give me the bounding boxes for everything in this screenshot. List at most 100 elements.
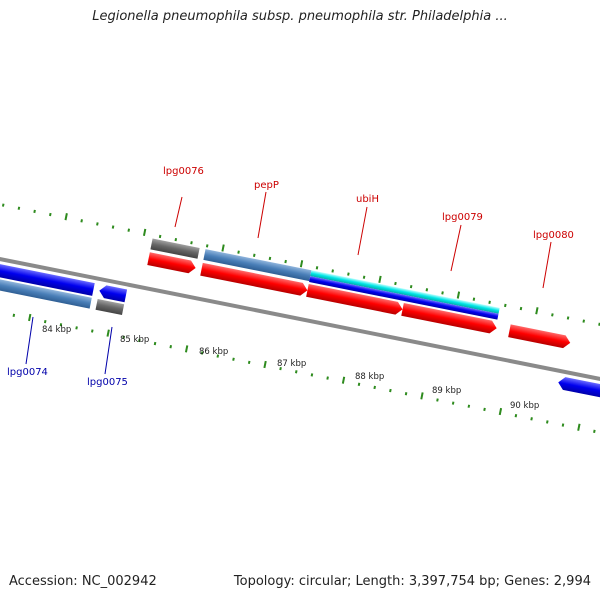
inner-tick-mark — [216, 354, 220, 358]
outer-tick-mark — [551, 313, 554, 317]
scale-label-85: 85 kbp — [120, 335, 149, 345]
inner-tick-mark — [310, 373, 314, 377]
outer-tick-mark — [284, 259, 287, 264]
outer-tick-mark — [205, 244, 209, 248]
outer-tick-mark — [535, 307, 539, 315]
inner-tick-mark — [404, 392, 408, 396]
inner-tick-mark — [59, 323, 63, 327]
leader-ubiH — [357, 206, 368, 256]
gene-lpg0074-inner-feature[interactable] — [0, 274, 92, 309]
outer-tick-mark — [472, 297, 476, 301]
gene-label-lpg0079[interactable]: lpg0079 — [442, 212, 483, 223]
genome-backbone — [0, 253, 600, 387]
inner-tick-mark — [436, 398, 439, 402]
outer-tick-mark — [315, 266, 319, 270]
outer-tick-mark — [425, 288, 429, 292]
inner-tick-mark — [389, 388, 392, 393]
gene-ubiH-blue-feature[interactable] — [309, 276, 499, 320]
inner-tick-mark — [593, 429, 596, 434]
outer-tick-mark — [519, 306, 523, 311]
outer-tick-mark — [441, 291, 444, 295]
outer-tick-mark — [80, 219, 83, 223]
inner-tick-mark — [483, 407, 486, 412]
gene-lpg0076-arrow[interactable] — [147, 252, 197, 274]
outer-tick-mark — [174, 237, 178, 242]
gene-ubiH-arrow[interactable] — [306, 284, 404, 316]
gene-label-lpg0074[interactable]: lpg0074 — [7, 367, 48, 378]
outer-tick-mark — [378, 275, 382, 284]
inner-tick-mark — [420, 392, 424, 400]
scale-label-90: 90 kbp — [510, 401, 539, 411]
gene-pepP-upper-feature[interactable] — [203, 249, 312, 282]
inner-tick-mark — [294, 370, 298, 374]
inner-tick-mark — [467, 404, 471, 408]
outer-tick-mark — [96, 222, 99, 226]
inner-tick-mark — [373, 385, 376, 390]
inner-tick-mark — [184, 345, 189, 353]
scale-label-89: 89 kbp — [432, 386, 461, 396]
outer-tick-mark — [268, 256, 272, 261]
gene-reverse-right-arrow[interactable] — [557, 376, 600, 403]
outer-tick-mark — [252, 253, 256, 257]
outer-tick-mark — [158, 234, 162, 239]
gene-label-lpg0076[interactable]: lpg0076 — [163, 166, 204, 177]
outer-tick-mark — [582, 319, 586, 323]
gene-lpg0079-arrow[interactable] — [401, 303, 498, 335]
leader-lpg0076 — [174, 196, 183, 228]
outer-tick-mark — [49, 212, 52, 217]
gene-label-lpg0075[interactable]: lpg0075 — [87, 377, 128, 388]
leader-lpg0080 — [542, 241, 552, 289]
gene-lpg0080-arrow[interactable] — [508, 324, 571, 349]
outer-tick-mark — [237, 250, 240, 254]
gene-lpg0075-inner-feature[interactable] — [95, 298, 125, 316]
scale-label-84: 84 kbp — [42, 325, 71, 335]
outer-tick-mark — [488, 300, 491, 304]
inner-tick-mark — [561, 423, 565, 427]
outer-tick-mark — [33, 209, 36, 214]
leader-pepP — [257, 191, 267, 239]
outer-tick-mark — [111, 225, 115, 229]
outer-tick-mark — [362, 275, 366, 279]
outer-tick-mark — [17, 206, 21, 210]
outer-tick-mark — [1, 203, 5, 207]
leader-lpg0075 — [104, 326, 113, 375]
inner-tick-mark — [357, 382, 361, 386]
inner-tick-mark — [530, 417, 533, 421]
outer-tick-mark — [456, 291, 461, 299]
inner-tick-mark — [122, 335, 125, 339]
accession-text: Accession: NC_002942 — [9, 574, 157, 589]
outer-tick-mark — [394, 281, 397, 286]
gene-lpg0075-arrow[interactable] — [98, 284, 128, 303]
gene-label-ubiH[interactable]: ubiH — [356, 194, 379, 205]
leader-lpg0079 — [450, 224, 462, 272]
inner-tick-mark — [106, 329, 110, 337]
outer-tick-mark — [598, 322, 600, 326]
leader-lpg0074 — [25, 316, 34, 365]
inner-tick-mark — [498, 407, 503, 416]
inner-tick-mark — [153, 341, 157, 346]
outer-tick-mark — [409, 284, 413, 289]
scale-label-87: 87 kbp — [277, 359, 306, 369]
outer-tick-mark — [127, 228, 131, 232]
outer-tick-track — [1, 203, 600, 326]
inner-tick-mark — [75, 326, 78, 330]
outer-tick-mark — [504, 303, 507, 308]
map-title: Legionella pneumophila subsp. pneumophil… — [92, 9, 508, 24]
inner-tick-mark — [546, 420, 549, 424]
gene-label-pepP[interactable]: pepP — [254, 180, 279, 191]
gene-pepP-arrow[interactable] — [200, 262, 308, 297]
inner-tick-track — [12, 313, 596, 434]
gene-lpg0076-upper-feature[interactable] — [150, 238, 200, 259]
genome-summary-text: Topology: circular; Length: 3,397,754 bp… — [233, 574, 591, 589]
gene-lpg0074-arrow[interactable] — [0, 259, 95, 296]
gene-label-lpg0080[interactable]: lpg0080 — [533, 230, 574, 241]
inner-tick-mark — [341, 376, 346, 384]
gene-ubiH-cyan-feature[interactable] — [310, 270, 500, 314]
inner-tick-mark — [91, 329, 94, 333]
outer-tick-mark — [221, 244, 225, 252]
outer-tick-mark — [299, 260, 304, 268]
inner-tick-mark — [138, 338, 141, 343]
scale-label-86: 86 kbp — [199, 347, 228, 357]
inner-tick-mark — [263, 360, 267, 369]
